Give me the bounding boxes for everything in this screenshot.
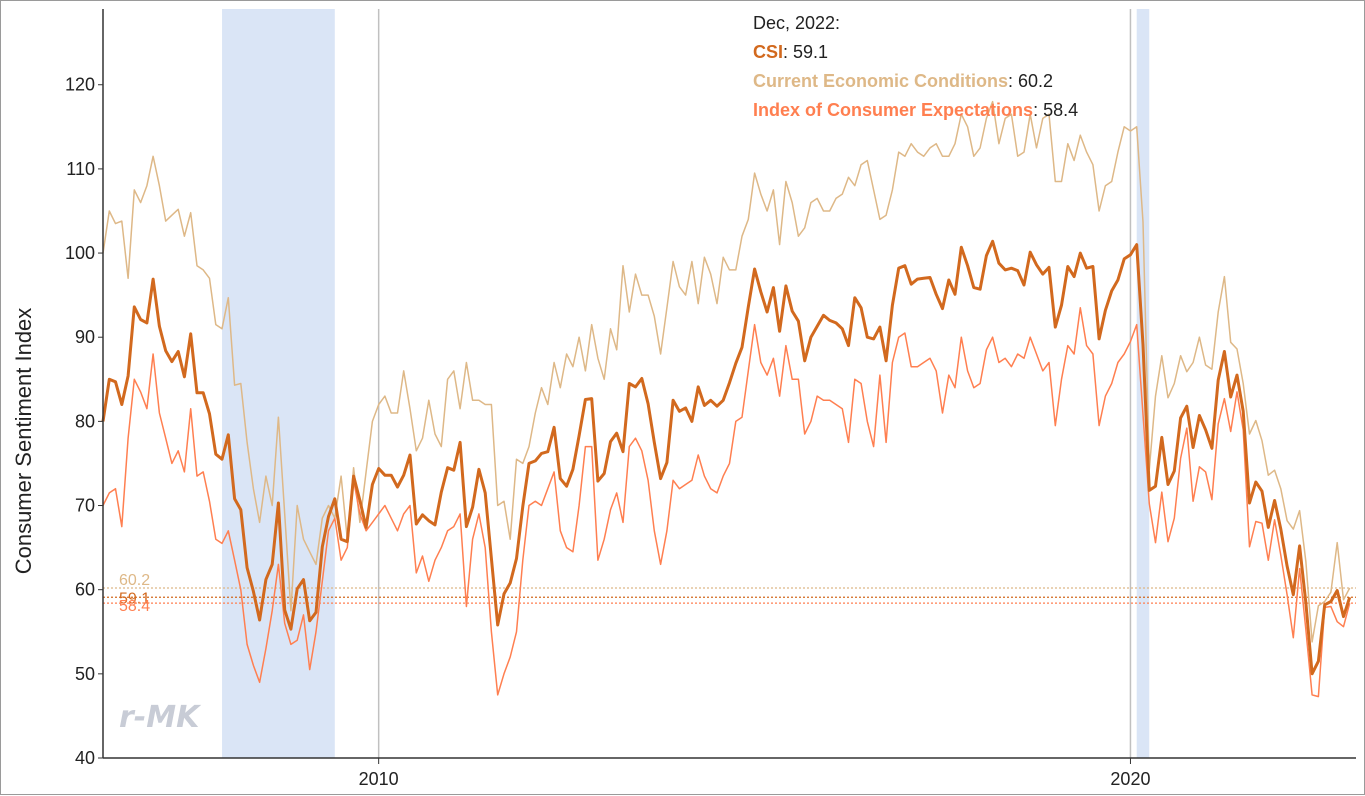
last-value-lines: 60.259.158.4 bbox=[103, 572, 1356, 615]
y-axis-label: Consumer Sentiment Index bbox=[11, 308, 36, 575]
y-tick-label: 60 bbox=[75, 580, 95, 600]
y-tick-label: 70 bbox=[75, 496, 95, 516]
y-tick-label: 110 bbox=[66, 159, 95, 179]
tooltip-item-current-economic-conditions: Current Economic Conditions: 60.2 bbox=[753, 71, 1053, 91]
last-value-label-current-economic-conditions: 60.2 bbox=[119, 572, 150, 589]
recession-bands bbox=[222, 9, 1150, 758]
tooltip-item-csi: CSI: 59.1 bbox=[753, 42, 828, 62]
tooltip-item-index-of-consumer-expectations: Index of Consumer Expectations: 58.4 bbox=[753, 100, 1078, 120]
x-tick-label: 2020 bbox=[1110, 769, 1150, 789]
y-tick-label: 90 bbox=[75, 327, 95, 347]
watermark-logo: r-MK bbox=[119, 700, 202, 735]
y-tick-labels: 40 50 60 70 80 90 100 110 120 bbox=[65, 75, 103, 768]
x-tick-labels: 2010 2020 bbox=[359, 758, 1150, 789]
series-line-index-of-consumer-expectations bbox=[102, 307, 1351, 698]
decade-marker-lines bbox=[377, 9, 1132, 758]
axes bbox=[102, 9, 1356, 759]
series-line-current-economic-conditions bbox=[102, 100, 1351, 643]
y-tick-label: 40 bbox=[75, 748, 95, 768]
last-value-label-index-of-consumer-expectations: 58.4 bbox=[119, 598, 150, 615]
tooltip-series-value: : 60.2 bbox=[1008, 71, 1053, 91]
tooltip-series-name: Index of Consumer Expectations bbox=[753, 100, 1033, 120]
y-tick-label: 100 bbox=[65, 243, 95, 263]
recession-band-2 bbox=[1136, 9, 1150, 758]
y-tick-label: 80 bbox=[75, 411, 95, 431]
y-tick-label: 50 bbox=[75, 664, 95, 684]
tooltip-series-value: : 58.4 bbox=[1033, 100, 1078, 120]
x-tick-label: 2010 bbox=[359, 769, 399, 789]
tooltip-date: Dec, 2022: bbox=[753, 13, 840, 33]
tooltip-series-value: : 59.1 bbox=[783, 42, 828, 62]
tooltip: Dec, 2022: CSI: 59.1 Current Economic Cond… bbox=[753, 13, 1078, 120]
series-lines bbox=[101, 100, 1352, 698]
tooltip-series-name: CSI bbox=[753, 42, 783, 62]
series-line-csi bbox=[101, 239, 1352, 676]
y-tick-label: 120 bbox=[65, 75, 95, 95]
last-value-label-csi: 59.1 bbox=[119, 590, 150, 607]
tooltip-series-name: Current Economic Conditions bbox=[753, 71, 1008, 91]
